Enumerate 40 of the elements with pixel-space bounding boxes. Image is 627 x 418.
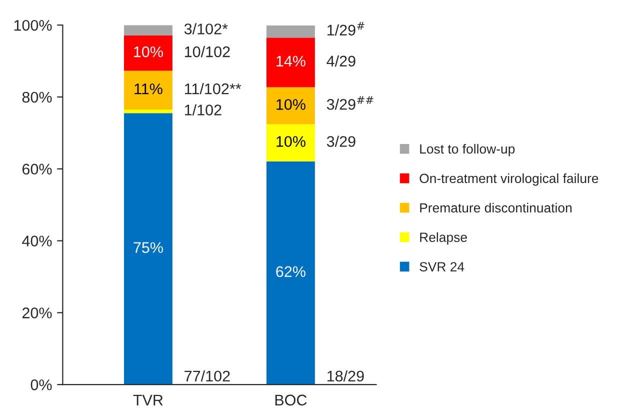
annotation: 18/29	[327, 370, 364, 382]
annotation: 3/29	[326, 136, 356, 147]
legend-label: Lost to follow-up	[420, 144, 515, 156]
data-label: 75%	[134, 242, 163, 253]
bar	[124, 113, 172, 385]
y-tick-label: 60%	[22, 164, 52, 175]
x-tick-label: BOC	[275, 394, 307, 406]
data-label: 10%	[276, 99, 306, 110]
y-tick-label: 20%	[22, 308, 52, 318]
bar	[124, 25, 172, 36]
annotation: 77/102	[184, 370, 230, 382]
annotation: 1/102	[184, 104, 222, 116]
bar	[266, 161, 315, 385]
annotation: 3/29$^{##}$	[326, 96, 374, 110]
legend-label: Premature discontinuation	[420, 202, 572, 213]
bar	[266, 87, 315, 124]
bar	[124, 110, 172, 114]
y-tick-label: 0%	[30, 379, 52, 390]
annotation: 11/102**	[184, 83, 242, 94]
y-tick-label: 80%	[22, 92, 52, 103]
annotation: 3/102*	[184, 23, 228, 34]
data-label: 14%	[276, 56, 306, 67]
data-label: 10%	[276, 136, 306, 147]
bar	[266, 124, 315, 162]
data-label: 11%	[134, 83, 162, 94]
bar	[266, 38, 315, 88]
bar	[124, 70, 172, 110]
annotation: 1/29$^{#}$	[327, 22, 364, 36]
bar	[124, 36, 172, 71]
y-tick-label: 40%	[22, 236, 52, 246]
legend-label: On-treatment virological failure	[420, 173, 598, 186]
x-tick-label: TVR	[133, 394, 163, 406]
y-tick-label: 100%	[14, 20, 52, 31]
data-label: 62%	[276, 266, 306, 278]
annotation: 4/29	[326, 55, 356, 67]
legend-label: SVR 24	[420, 262, 464, 272]
data-label: 10%	[134, 46, 163, 58]
annotation: 10/102	[184, 46, 230, 58]
bar	[266, 25, 315, 38]
legend-label: Relapse	[420, 232, 467, 245]
